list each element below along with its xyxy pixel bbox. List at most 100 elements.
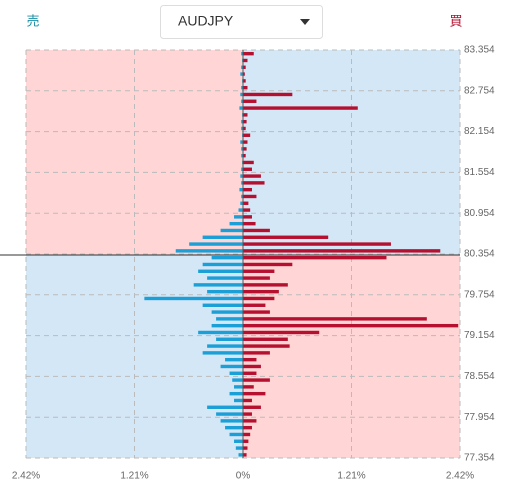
bar: [220, 364, 243, 369]
bar: [243, 432, 251, 437]
bar: [243, 160, 254, 165]
bar: [235, 446, 243, 450]
bar: [243, 269, 275, 273]
bar: [241, 167, 243, 171]
y-tick-label: 82.754: [464, 85, 495, 96]
bar: [229, 432, 243, 437]
bar: [243, 425, 252, 430]
bar: [202, 235, 243, 239]
bar: [220, 419, 243, 423]
bar: [243, 344, 290, 348]
bar: [144, 296, 243, 301]
bar: [220, 228, 243, 233]
bar: [243, 181, 265, 185]
bar: [229, 391, 243, 396]
bar: [243, 378, 270, 382]
bar: [243, 51, 254, 56]
bar: [243, 187, 252, 192]
bar: [238, 208, 243, 212]
bar: [240, 201, 243, 205]
y-tick-label: 80.354: [464, 249, 495, 260]
y-tick-label: 79.154: [464, 330, 495, 341]
bar: [243, 412, 252, 416]
y-tick-label: 80.954: [464, 208, 495, 219]
bar: [193, 283, 243, 287]
y-tick-label: 77.954: [464, 412, 495, 423]
bar: [243, 446, 248, 450]
bar: [243, 289, 279, 294]
bar: [243, 126, 246, 131]
bar: [243, 439, 249, 443]
x-tick-label: 2.42%: [12, 471, 40, 482]
bar: [207, 276, 243, 280]
bar: [243, 296, 275, 301]
bar: [241, 99, 243, 103]
bar: [202, 351, 243, 355]
bar: [243, 58, 248, 63]
y-tick-label: 81.554: [464, 167, 495, 178]
bar: [234, 215, 243, 219]
y-tick-label: 82.154: [464, 126, 495, 137]
bar: [243, 92, 293, 97]
bar: [239, 187, 243, 192]
bar: [243, 235, 329, 239]
bar: [232, 378, 243, 382]
bar: [243, 215, 252, 219]
bar: [243, 72, 245, 76]
bar: [243, 385, 254, 389]
bar: [243, 371, 257, 375]
dropdown-value[interactable]: AUDJPY: [178, 13, 234, 29]
x-tick-label: 1.21%: [337, 471, 365, 482]
x-tick-label: 1.21%: [120, 471, 148, 482]
bar: [241, 119, 243, 124]
bar: [243, 153, 246, 158]
bar: [243, 147, 247, 151]
bar: [216, 412, 243, 416]
bar: [211, 310, 243, 314]
bar: [243, 99, 257, 103]
bar: [243, 364, 261, 369]
bar: [243, 310, 270, 314]
bar: [234, 398, 243, 403]
bar: [243, 85, 248, 90]
bar: [211, 255, 243, 260]
bar: [216, 337, 243, 341]
bar: [241, 194, 243, 199]
bar: [243, 242, 391, 246]
bar: [243, 208, 251, 212]
bar: [243, 330, 320, 335]
bar: [243, 283, 288, 287]
bar: [239, 106, 243, 110]
bar: [243, 228, 270, 233]
bar: [243, 249, 441, 253]
bar: [241, 181, 243, 185]
bar: [243, 221, 256, 226]
instrument-dropdown[interactable]: AUDJPY: [160, 5, 323, 39]
bar: [243, 303, 266, 307]
bar: [241, 147, 243, 151]
bar: [225, 425, 243, 430]
bar: [234, 385, 243, 389]
bar: [238, 453, 243, 457]
y-tick-label: 77.354: [464, 453, 495, 464]
bar: [189, 242, 243, 246]
bar: [243, 317, 427, 321]
bar: [198, 330, 243, 335]
dropdown-arrow[interactable]: [300, 19, 310, 25]
bar: [243, 453, 247, 457]
bar: [241, 153, 243, 158]
bar: [243, 323, 459, 328]
bar: [207, 405, 243, 409]
bar: [243, 201, 249, 205]
bar: [243, 391, 266, 396]
bar: [243, 113, 248, 117]
bar: [234, 439, 243, 443]
dropdown-box[interactable]: [160, 5, 323, 39]
bar: [243, 194, 257, 199]
bar: [240, 92, 243, 97]
bar: [243, 140, 248, 144]
bar: [243, 419, 257, 423]
bar: [202, 303, 243, 307]
